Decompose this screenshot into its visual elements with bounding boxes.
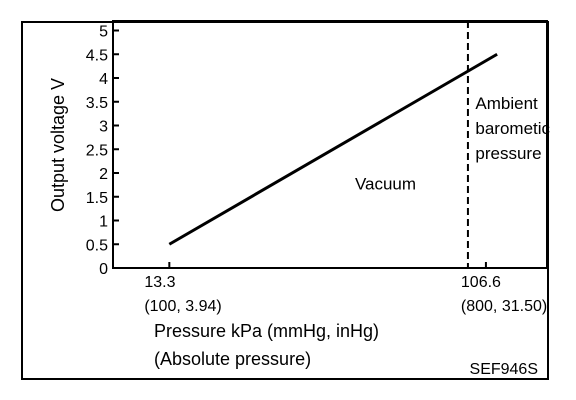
y-tick-label: 4.5 <box>86 47 108 64</box>
y-tick-label: 0.5 <box>86 237 108 254</box>
plot-area-frame <box>112 20 548 269</box>
ambient-pressure-annotation: Ambient barometic pressure <box>475 94 554 163</box>
x-tick-label: 13.3 <box>144 274 175 291</box>
ambient-annotation-line: pressure <box>475 144 541 163</box>
figure-id: SEF946S <box>470 361 538 378</box>
y-tick-label: 1.5 <box>86 190 108 207</box>
ambient-annotation-line: barometic <box>475 119 550 138</box>
series-line <box>168 52 498 246</box>
y-tick-label: 0 <box>99 261 108 278</box>
y-tick-label: 4 <box>99 71 108 88</box>
x-axis-title: Pressure kPa (mmHg, inHg) <box>154 321 379 341</box>
y-tick-label: 5 <box>99 24 108 41</box>
ambient-annotation-line: Ambient <box>475 94 538 113</box>
outer-frame <box>21 21 549 380</box>
y-axis-title: Output voltage V <box>48 78 68 212</box>
y-tick-label: 1 <box>99 214 108 231</box>
y-axis: 0 0.5 1 1.5 2 2.5 3 3.5 4 4.5 5 <box>86 24 119 278</box>
y-tick-label: 2.5 <box>86 142 108 159</box>
x-tick-label: 106.6 <box>461 274 501 291</box>
x-tick-sublabel: (100, 3.94) <box>144 298 221 315</box>
y-tick-label: 2 <box>99 166 108 183</box>
y-tick-label: 3 <box>99 119 108 136</box>
x-tick-sublabel: (800, 31.50) <box>461 298 547 315</box>
vacuum-annotation: Vacuum <box>355 175 416 194</box>
x-axis-subtitle: (Absolute pressure) <box>154 349 311 369</box>
y-tick-label: 3.5 <box>86 95 108 112</box>
x-axis: 13.3 (100, 3.94) 106.6 (800, 31.50) <box>144 262 547 315</box>
